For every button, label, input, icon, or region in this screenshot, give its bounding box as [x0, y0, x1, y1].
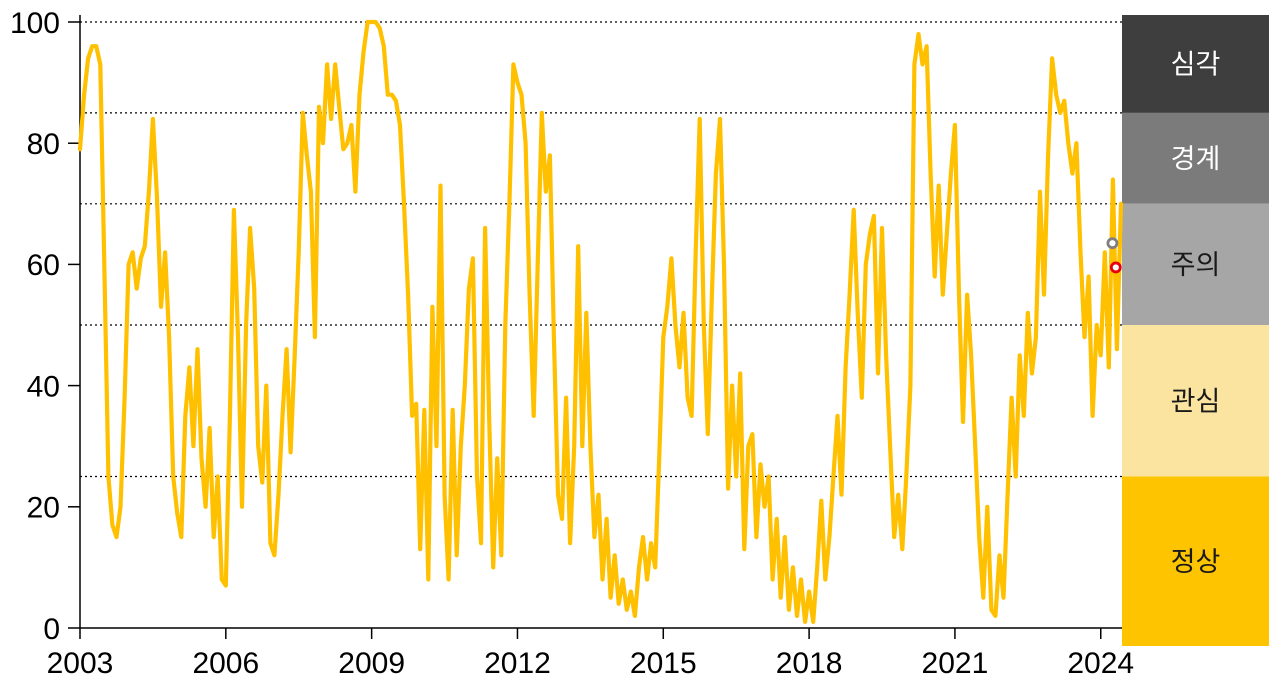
y-tick-label-80: 80 — [27, 128, 60, 161]
x-tick-label-2012: 2012 — [484, 647, 551, 680]
zone-normal-label: 정상 — [1171, 547, 1221, 577]
x-tick-label-2021: 2021 — [922, 647, 989, 680]
y-tick-label-0: 0 — [43, 613, 60, 646]
y-tick-label-20: 20 — [27, 492, 60, 525]
zone-severe — [1122, 15, 1269, 113]
marker-red-circle — [1109, 261, 1122, 274]
x-tick-label-2018: 2018 — [776, 647, 843, 680]
zone-attention-label: 관심 — [1171, 386, 1221, 416]
zone-caution — [1122, 203, 1269, 325]
y-tick-label-100: 100 — [10, 7, 60, 40]
zone-alert-label: 경계 — [1171, 144, 1221, 174]
x-tick-label-2006: 2006 — [192, 647, 259, 680]
x-tick-label-2024: 2024 — [1067, 647, 1134, 680]
x-tick-label-2009: 2009 — [338, 647, 405, 680]
y-tick-label-60: 60 — [27, 249, 60, 282]
zone-severe-label: 심각 — [1171, 50, 1221, 80]
y-tick-label-40: 40 — [27, 370, 60, 403]
marker-gray-circle — [1106, 237, 1119, 250]
zone-alert — [1122, 112, 1269, 204]
zone-attention — [1122, 325, 1269, 477]
zone-caution-label: 주의 — [1171, 250, 1221, 280]
x-tick-label-2015: 2015 — [630, 647, 697, 680]
index-line — [77, 19, 1124, 625]
zone-normal — [1122, 476, 1269, 646]
x-tick-label-2003: 2003 — [47, 647, 114, 680]
